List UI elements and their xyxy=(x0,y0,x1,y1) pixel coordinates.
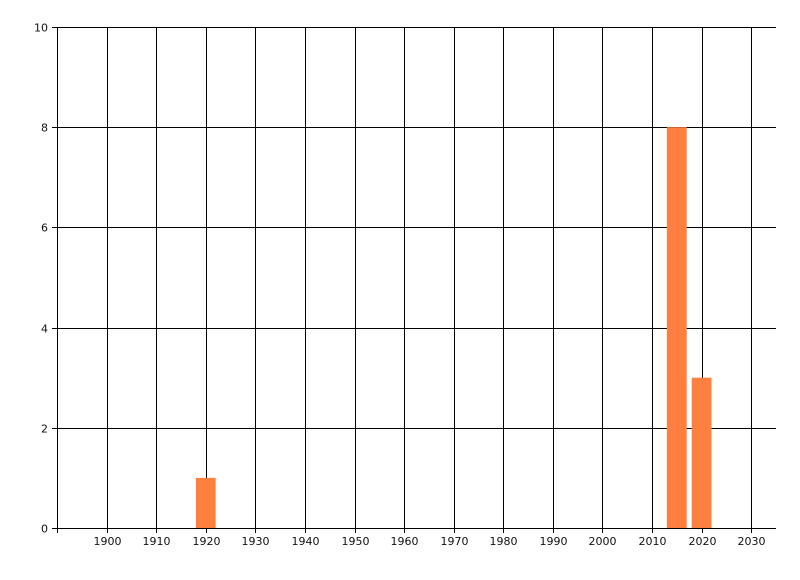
x-tick-label: 1920 xyxy=(193,535,221,548)
x-tick-label: 1990 xyxy=(540,535,568,548)
y-tick-label: 10 xyxy=(34,22,48,35)
x-tick-label: 2030 xyxy=(738,535,766,548)
x-tick-label: 1980 xyxy=(490,535,518,548)
x-tick-labels: 1900 1910 1920 1930 1940 1950 1960 1970 1980 1990… xyxy=(94,535,766,548)
y-tick-label: 4 xyxy=(41,323,48,336)
bars xyxy=(195,127,712,528)
bar-2020 xyxy=(691,377,712,528)
y-tick-label: 6 xyxy=(41,222,48,235)
x-tick-label: 2020 xyxy=(689,535,717,548)
x-tick-label: 1950 xyxy=(342,535,370,548)
y-tick-label: 0 xyxy=(41,523,48,536)
x-tick-label: 2000 xyxy=(589,535,617,548)
x-tick-label: 1960 xyxy=(391,535,419,548)
x-tick-label: 1900 xyxy=(94,535,122,548)
x-tick-label: 1930 xyxy=(242,535,270,548)
bar-2015 xyxy=(666,127,687,528)
x-tick-label: 1970 xyxy=(441,535,469,548)
y-tick-label: 2 xyxy=(41,423,48,436)
x-tick-label: 1910 xyxy=(143,535,171,548)
y-tick-label: 8 xyxy=(41,122,48,135)
x-tick-label: 2010 xyxy=(639,535,667,548)
bar-1920 xyxy=(195,477,216,528)
axes xyxy=(52,27,776,533)
x-tick-label: 1940 xyxy=(292,535,320,548)
y-tick-labels: 0 2 4 6 8 10 xyxy=(34,22,48,536)
grid xyxy=(52,27,776,533)
